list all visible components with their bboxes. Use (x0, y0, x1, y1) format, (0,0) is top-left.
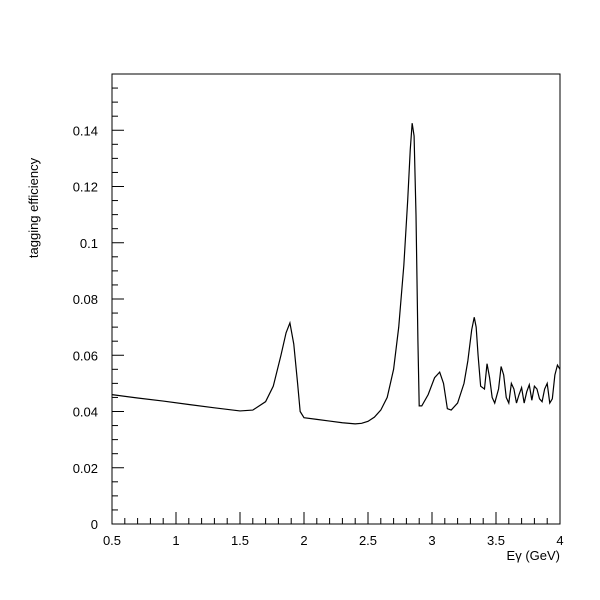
y-tick-label: 0.02 (73, 461, 98, 476)
major-ticks (111, 129, 561, 525)
x-tick-label: 2 (300, 533, 307, 548)
y-tick-label: 0.1 (80, 236, 98, 251)
y-tick-label: 0 (91, 517, 98, 532)
y-tick-label: 0.04 (73, 405, 98, 420)
x-tick-label: 1 (172, 533, 179, 548)
series-line (111, 123, 561, 425)
x-tick-label: 3.5 (487, 533, 505, 548)
plot-frame (111, 73, 561, 525)
y-tick-label: 0.12 (73, 180, 98, 195)
x-axis-title: Eγ (GeV) (507, 548, 560, 563)
y-tick-label: 0.08 (73, 292, 98, 307)
y-tick-labels: 0 0.02 0.04 0.06 0.08 0.1 0.12 0.14 (73, 123, 98, 532)
x-tick-label: 4 (556, 533, 563, 548)
x-tick-label: 3 (428, 533, 435, 548)
x-tick-labels: 0.5 1 1.5 2 2.5 3 3.5 4 (103, 533, 564, 548)
x-tick-label: 2.5 (359, 533, 377, 548)
y-tick-label: 0.14 (73, 123, 98, 138)
y-tick-label: 0.06 (73, 348, 98, 363)
y-axis-title: tagging efficiency (26, 157, 41, 258)
minor-ticks (112, 87, 548, 524)
x-tick-label: 1.5 (231, 533, 249, 548)
series-points (111, 122, 562, 426)
x-tick-label: 0.5 (103, 533, 121, 548)
